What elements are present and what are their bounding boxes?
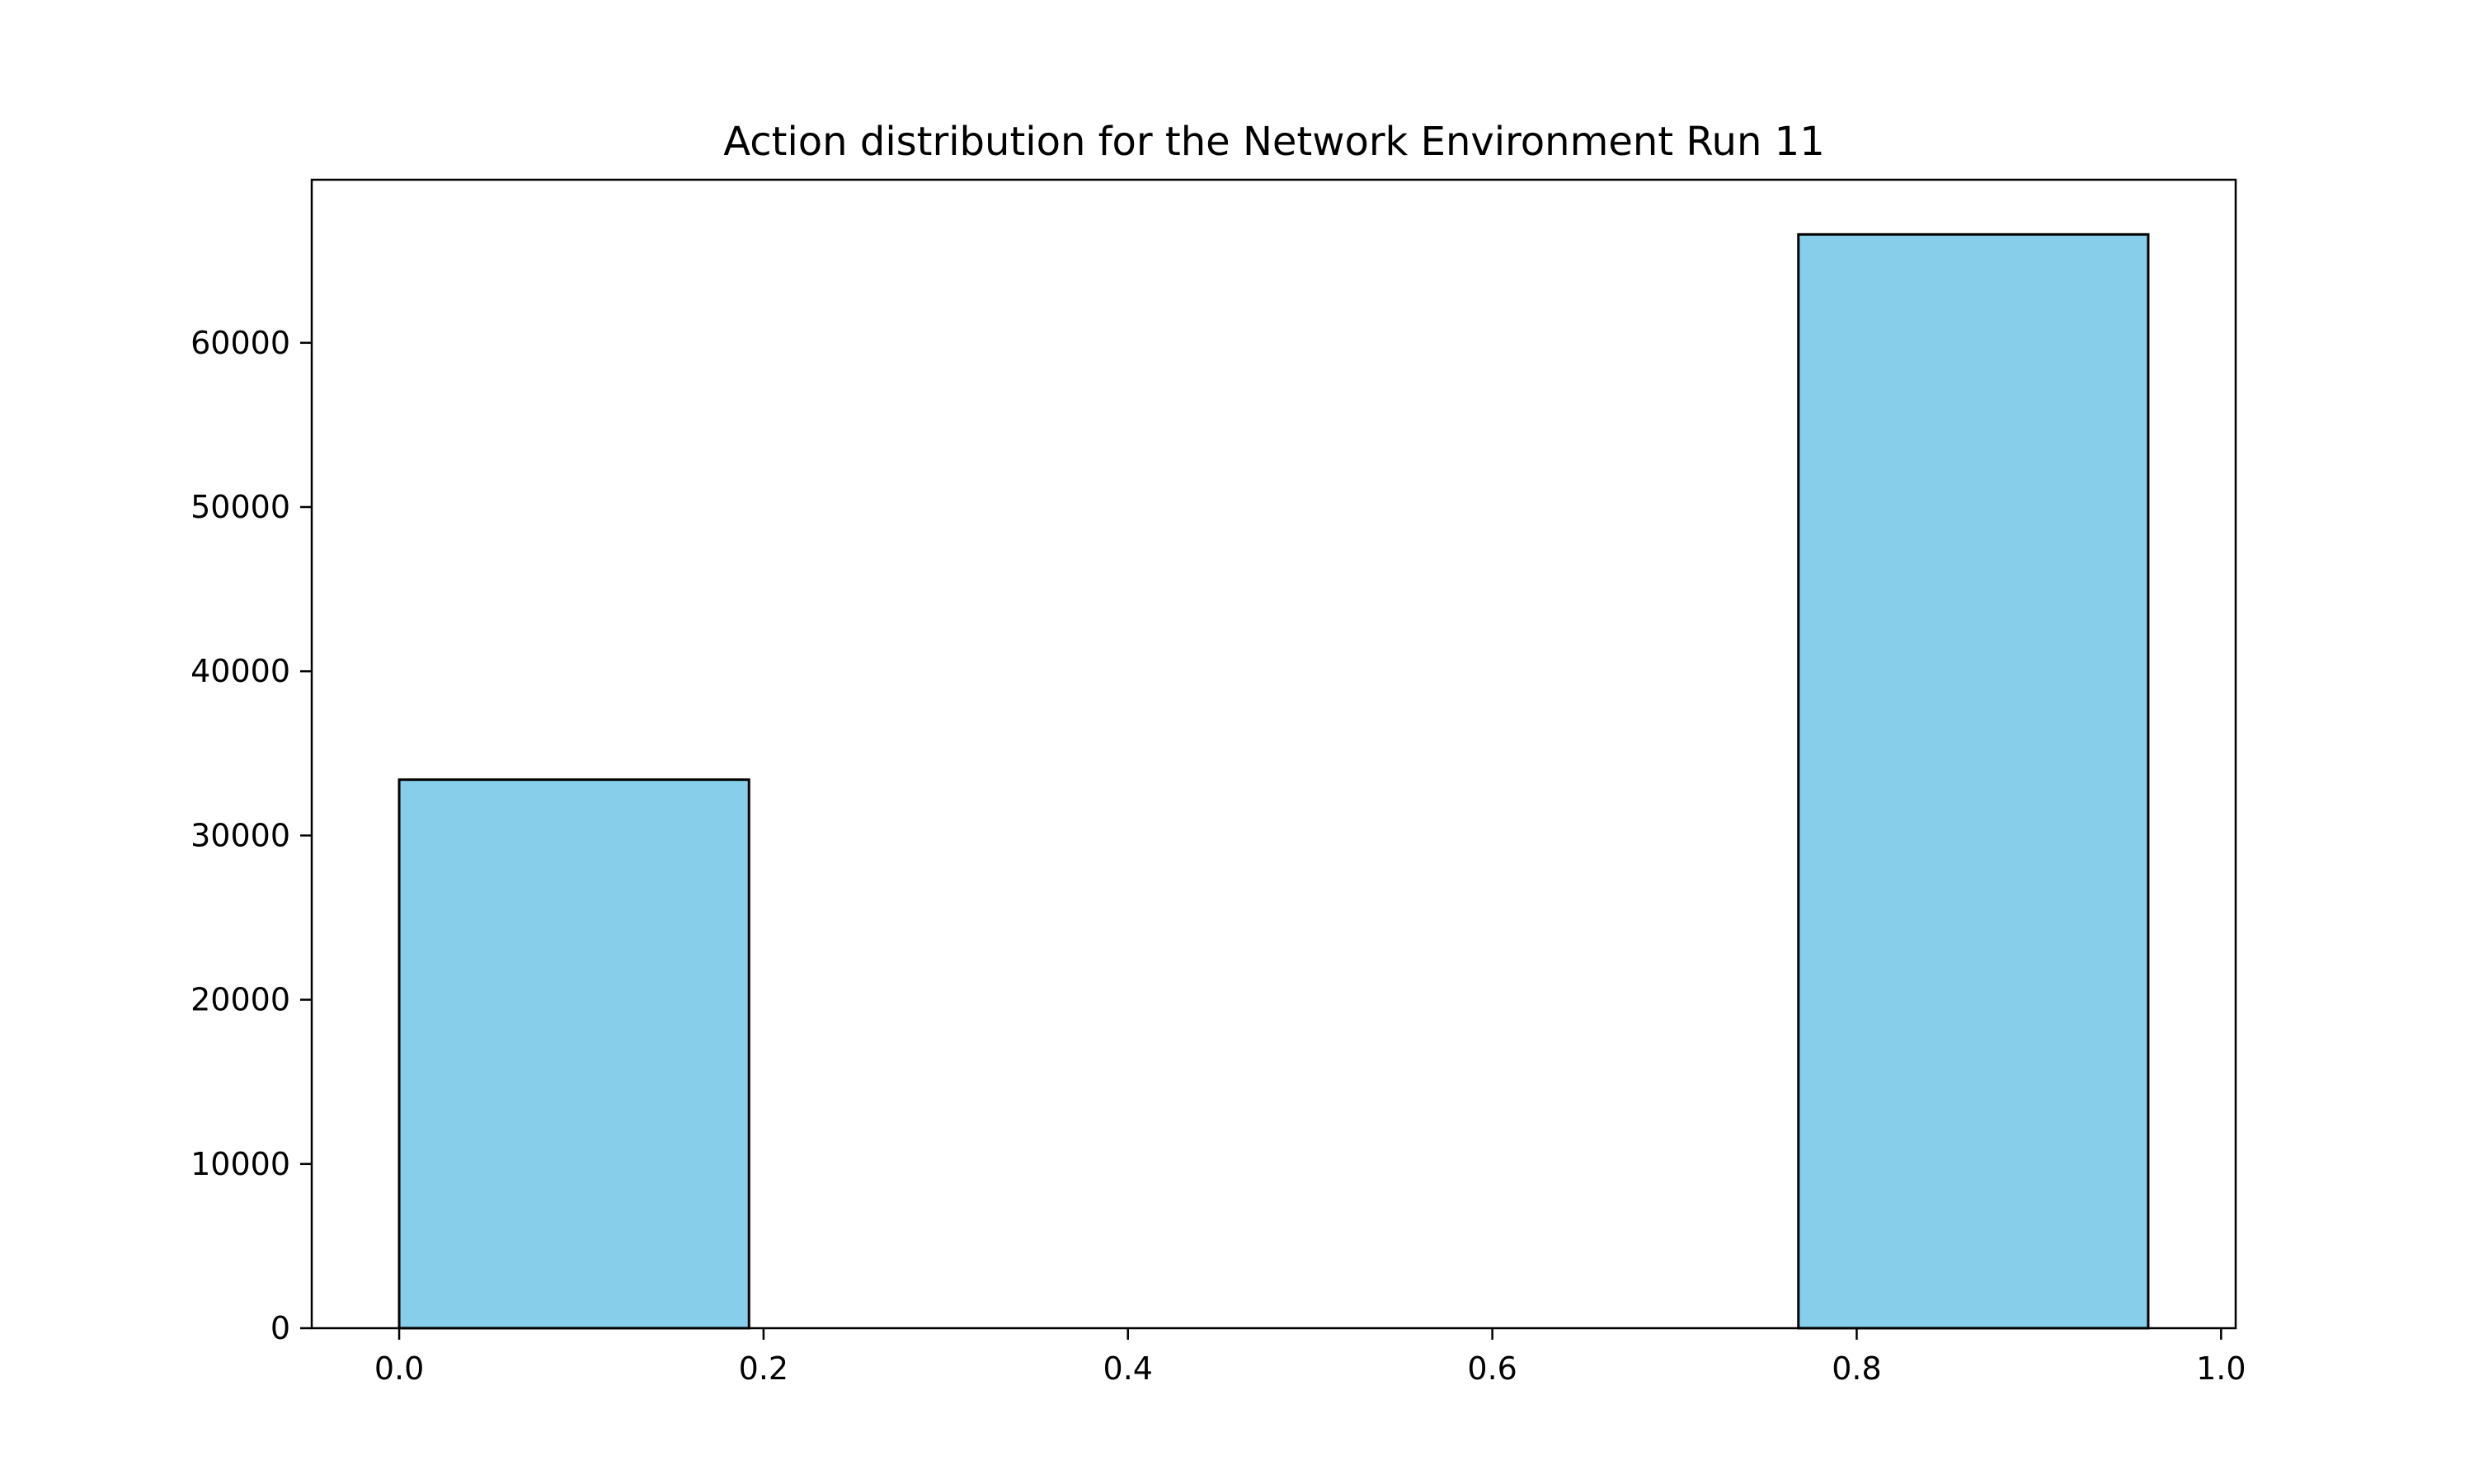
histogram-bar-4 [1797, 232, 2150, 1330]
histogram-bar-0 [397, 778, 750, 1330]
x-tick-label: 0.8 [1832, 1350, 1881, 1387]
x-tick-label: 0.2 [739, 1350, 788, 1387]
x-axis: 0.0 0.2 0.4 0.6 0.8 1.0 [374, 1328, 2246, 1387]
y-tick-label: 40000 [190, 653, 290, 689]
y-tick-label: 60000 [190, 325, 290, 361]
y-tick-label: 0 [270, 1310, 290, 1346]
x-tick-label: 0.0 [374, 1350, 424, 1387]
bars-layer [397, 232, 2150, 1330]
x-tick-label: 1.0 [2196, 1350, 2246, 1387]
y-tick-label: 50000 [190, 489, 290, 525]
plot-frame [310, 178, 2237, 1330]
y-axis: 0 10000 20000 30000 40000 50000 60000 [190, 325, 312, 1346]
x-tick-label: 0.6 [1467, 1350, 1517, 1387]
y-tick-label: 10000 [190, 1146, 290, 1182]
y-tick-label: 20000 [190, 982, 290, 1018]
x-tick-label: 0.4 [1103, 1350, 1153, 1387]
y-tick-label: 30000 [190, 817, 290, 853]
chart-title: Action distribution for the Network Envi… [723, 119, 1824, 165]
